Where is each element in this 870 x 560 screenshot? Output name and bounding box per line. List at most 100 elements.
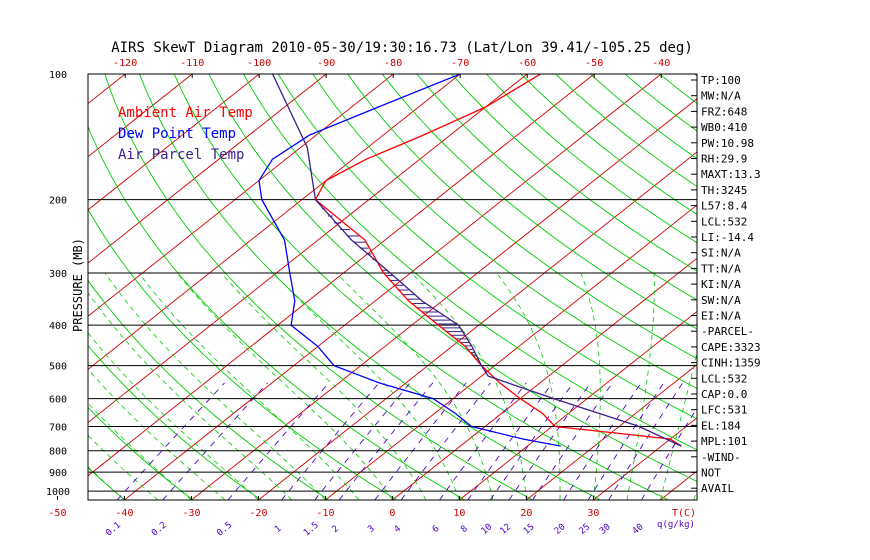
dry-adiabat-line <box>520 74 697 215</box>
isotherm-line <box>325 204 697 500</box>
bottom-temp-tick-label: -20 <box>249 508 267 519</box>
pressure-tick-label: 700 <box>49 423 67 434</box>
dry-adiabat-line <box>173 74 669 500</box>
index-item: MAXT:13.3 <box>701 168 761 181</box>
legend-entry: Dew Point Temp <box>118 126 236 142</box>
isotherm-line <box>526 364 697 500</box>
index-item: TH:3245 <box>701 184 747 197</box>
mixing-ratio-tick-label: 0.1 <box>104 520 123 538</box>
index-item: LI:-14.4 <box>701 231 754 244</box>
mixing-ratio-line <box>563 382 642 500</box>
isotherm-line <box>459 310 697 500</box>
pressure-tick-label: 300 <box>49 269 67 280</box>
dry-adiabat-line <box>139 74 601 500</box>
dry-adiabat-line <box>451 74 697 272</box>
top-temp-tick-label: -110 <box>180 58 204 69</box>
dry-adiabat-line <box>659 74 697 105</box>
mixing-ratio-tick-labels: 0.1 0.2 0.5 1 1.5 2 3 4 6 8 10 12 15 20 25 30 40 q(g/kg) <box>104 520 695 539</box>
dry-adiabat-line <box>88 208 398 500</box>
bottom-temp-tick-label: 20 <box>520 508 532 519</box>
isotherm-lines <box>0 74 697 500</box>
index-item: NOT <box>701 467 721 480</box>
mixing-ratio-tick-label: 3 <box>366 524 377 535</box>
moist-adiabat-line <box>580 272 601 500</box>
moist-adiabat-line <box>761 273 854 500</box>
moist-adiabat-line <box>794 273 870 500</box>
chart-legend: Ambient Air Temp Dew Point Temp Air Parcel… <box>118 105 253 163</box>
index-item: -PARCEL- <box>701 325 754 338</box>
top-temp-tick-label: -40 <box>652 58 670 69</box>
mixing-ratio-tick-label: 10 <box>480 522 495 537</box>
dry-adiabat-line <box>88 406 194 500</box>
mixing-ratio-line <box>587 382 665 500</box>
mixing-ratio-line <box>608 382 684 500</box>
dry-adiabat-line <box>764 74 870 500</box>
index-item: SW:N/A <box>701 294 741 307</box>
mixing-ratio-tick-label: 6 <box>431 524 442 535</box>
moist-adiabat-line <box>660 351 697 500</box>
pressure-tick-label: 100 <box>49 70 67 81</box>
mixing-ratio-line <box>162 382 268 500</box>
isotherm-line <box>392 257 697 500</box>
isotherm-line <box>88 74 394 317</box>
index-item: EI:N/A <box>701 310 741 323</box>
index-item: AVAIL <box>701 482 734 495</box>
dry-adiabat-line <box>798 74 870 500</box>
isotherm-line <box>258 151 697 500</box>
mixing-ratio-unit-label: q(g/kg) <box>657 520 695 530</box>
isotherm-line <box>88 74 528 424</box>
pressure-tick-label: 500 <box>49 362 67 373</box>
pressure-tick-label: 900 <box>49 468 67 479</box>
mixing-ratio-tick-label: 8 <box>459 524 470 535</box>
pressure-tick-label: 400 <box>49 321 67 332</box>
dry-adiabat-line <box>88 125 465 500</box>
top-temp-tick-label: -50 <box>585 58 603 69</box>
bottom-temp-tick-label: 30 <box>587 508 599 519</box>
bottom-temp-tick-label: 0 <box>389 508 395 519</box>
top-temp-tick-labels: -120 -110 -100 -90 -80 -70 -60 -50 -40 <box>113 58 670 69</box>
mixing-ratio-line <box>338 382 434 500</box>
dry-adiabat-line <box>381 74 697 330</box>
moist-adiabat-line <box>220 272 427 500</box>
isotherm-line <box>88 74 260 211</box>
temp-unit-label: T(C) <box>672 508 696 519</box>
dry-adiabat-line <box>88 344 262 500</box>
pressure-tick-label: 1000 <box>46 487 70 498</box>
index-item: LCL:532 <box>701 372 747 385</box>
pressure-tick-label: 600 <box>49 395 67 406</box>
dry-adiabat-line <box>243 74 697 451</box>
axis-tick-marks <box>56 74 662 500</box>
pressure-tick-labels: 100 200 300 400 500 600 700 800 900 1000 <box>46 70 70 498</box>
dry-adiabat-line <box>277 74 697 420</box>
moist-adiabat-line <box>176 272 393 500</box>
isotherm-line <box>0 74 58 500</box>
plot-frame <box>87 73 698 501</box>
mixing-ratio-tick-label: 15 <box>522 522 537 537</box>
index-item: CAP:0.0 <box>701 388 747 401</box>
mixing-ratio-tick-label: 2 <box>331 524 342 535</box>
dry-adiabat-line <box>88 279 330 500</box>
mixing-ratio-tick-label: 25 <box>578 522 593 537</box>
bottom-temp-tick-label: -10 <box>316 508 334 519</box>
profile-lines <box>258 74 682 447</box>
moist-adiabat-line <box>88 368 226 500</box>
mixing-ratio-line <box>281 382 380 500</box>
isotherm-line <box>88 74 193 158</box>
isotherm-line <box>88 74 595 477</box>
mixing-ratio-tick-label: 40 <box>631 522 646 537</box>
moist-adiabat-line <box>88 292 293 500</box>
mixing-ratio-line <box>508 382 592 500</box>
bottom-temp-tick-label: -40 <box>115 508 133 519</box>
mixing-ratio-tick-label: 4 <box>393 524 404 535</box>
index-item: TP:100 <box>701 74 741 87</box>
bottom-temp-tick-label: -50 <box>48 508 66 519</box>
legend-entry: Air Parcel Temp <box>118 147 244 163</box>
index-item: SI:N/A <box>701 247 741 260</box>
moist-adiabat-line <box>626 272 655 500</box>
moist-adiabat-line <box>88 402 192 500</box>
dry-adiabat-line <box>347 74 697 360</box>
moist-adiabat-line <box>104 272 326 500</box>
profile-series-line <box>314 74 682 447</box>
isotherm-line <box>88 74 126 105</box>
